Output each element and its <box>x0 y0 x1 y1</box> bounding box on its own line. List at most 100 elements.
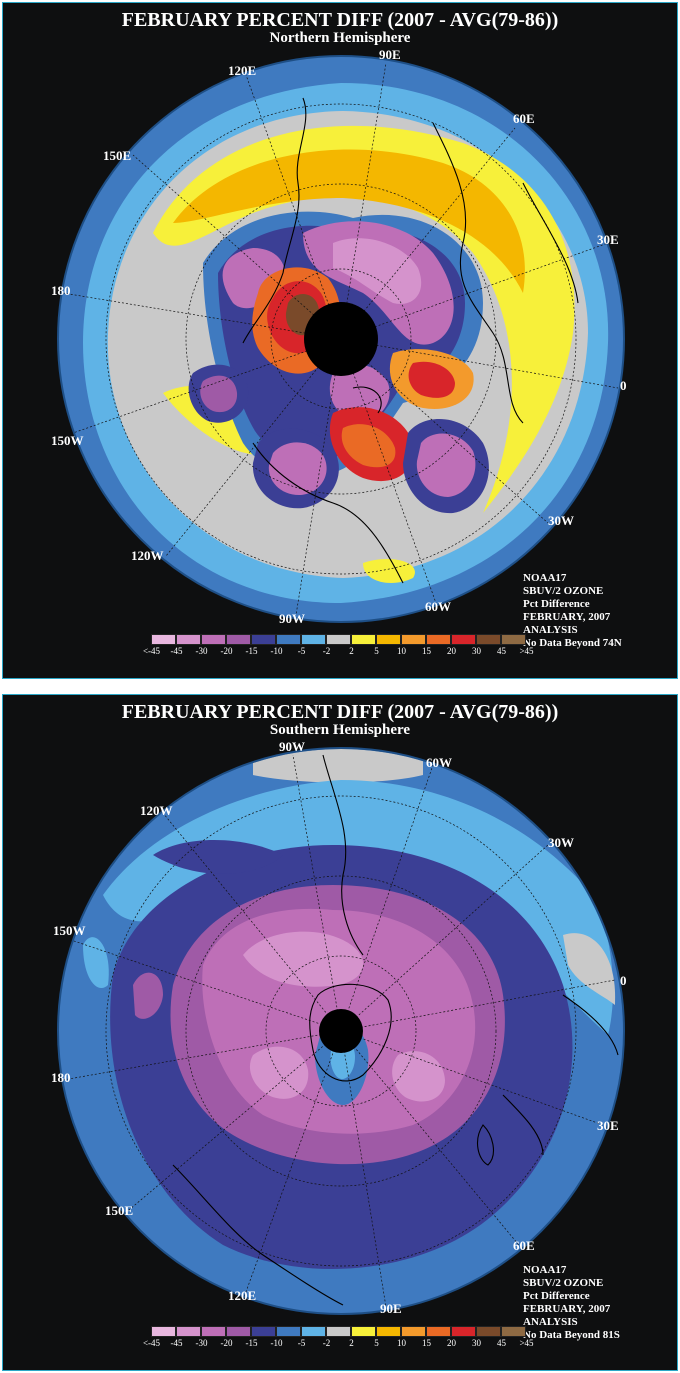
legend-swatch <box>276 1326 301 1337</box>
south-lon-90w: 90W <box>279 739 305 754</box>
north-lon-60e: 60E <box>513 111 535 126</box>
legend-swatch <box>326 634 351 645</box>
south-info-line: FEBRUARY, 2007 <box>523 1303 611 1315</box>
legend-label: 30 <box>472 646 481 656</box>
north-info-line: ANALYSIS <box>523 624 578 636</box>
north-info-line: NOAA17 <box>523 572 567 584</box>
legend-label: 45 <box>497 1338 506 1348</box>
legend-swatch <box>501 1326 526 1337</box>
legend-label: 2 <box>349 646 354 656</box>
legend-label: -2 <box>322 646 331 656</box>
legend-swatch <box>426 1326 451 1337</box>
legend-label: >45 <box>519 1338 534 1348</box>
legend-label: 15 <box>422 646 431 656</box>
south-lon-150e: 150E <box>105 1203 134 1218</box>
legend-label: -2 <box>322 1338 331 1348</box>
south-info-line: No Data Beyond 81S <box>523 1329 620 1341</box>
south-lon-180: 180 <box>51 1070 71 1085</box>
legend-label: 10 <box>397 646 406 656</box>
south-lon-150w: 150W <box>53 923 86 938</box>
legend-label: -5 <box>297 646 306 656</box>
legend-label: -15 <box>245 646 258 656</box>
legend-label: 45 <box>497 646 506 656</box>
north-info-line: SBUV/2 OZONE <box>523 585 604 597</box>
legend-label: 5 <box>374 646 379 656</box>
legend-swatch <box>176 1326 201 1337</box>
legend-label: <-45 <box>142 1338 161 1348</box>
north-lon-90e: 90E <box>379 47 401 62</box>
south-info-line: NOAA17 <box>523 1264 567 1276</box>
south-info-block: NOAA17 SBUV/2 OZONE Pct Difference FEBRU… <box>523 1264 663 1342</box>
north-lon-180: 180 <box>51 283 71 298</box>
south-title: FEBRUARY PERCENT DIFF (2007 - AVG(79-86)… <box>121 701 559 723</box>
north-info-line: FEBRUARY, 2007 <box>523 611 611 623</box>
south-lon-30w: 30W <box>548 835 574 850</box>
legend-swatch <box>351 1326 376 1337</box>
south-lon-60w: 60W <box>426 755 452 770</box>
legend-swatch <box>401 634 426 645</box>
legend-swatch <box>451 1326 476 1337</box>
legend-label: -20 <box>220 1338 233 1348</box>
legend-swatch <box>226 1326 251 1337</box>
legend-swatch <box>426 634 451 645</box>
legend-label: -5 <box>297 1338 306 1348</box>
south-info-line: ANALYSIS <box>523 1316 578 1328</box>
south-info-line: Pct Difference <box>523 1290 590 1302</box>
north-title: FEBRUARY PERCENT DIFF (2007 - AVG(79-86)… <box>121 9 559 31</box>
north-lon-120w: 120W <box>131 548 164 563</box>
north-info-line: Pct Difference <box>523 598 590 610</box>
south-lon-30e: 30E <box>597 1118 619 1133</box>
legend-label: -20 <box>220 646 233 656</box>
legend-swatch <box>201 1326 226 1337</box>
legend-swatch <box>401 1326 426 1337</box>
south-map-panel: FEBRUARY PERCENT DIFF (2007 - AVG(79-86)… <box>2 694 678 1371</box>
legend-label: 15 <box>422 1338 431 1348</box>
legend-swatch <box>226 634 251 645</box>
legend-swatch <box>476 1326 501 1337</box>
legend-label: -45 <box>170 646 183 656</box>
legend-swatch <box>201 634 226 645</box>
legend-swatch <box>501 634 526 645</box>
legend-label: -10 <box>270 646 283 656</box>
north-lon-0: 0 <box>620 378 627 393</box>
legend-swatch <box>451 634 476 645</box>
legend-swatch <box>351 634 376 645</box>
legend-swatch <box>176 634 201 645</box>
legend-label: -45 <box>170 1338 183 1348</box>
legend-label: -15 <box>245 1338 258 1348</box>
legend-swatch <box>326 1326 351 1337</box>
south-lon-0: 0 <box>620 973 627 988</box>
south-pole-no-data-disk <box>319 1009 363 1053</box>
south-lon-90e: 90E <box>380 1301 402 1316</box>
legend-swatch <box>151 634 176 645</box>
south-hemisphere-map <box>57 747 625 1315</box>
legend-label: 5 <box>374 1338 379 1348</box>
legend-label: -30 <box>195 646 208 656</box>
south-lon-120w: 120W <box>140 803 173 818</box>
north-lon-120e: 120E <box>228 63 257 78</box>
south-color-legend: <-45 -45 -30 -20 -15 -10 -5 -2 2 5 10 15 20 30 45 >45 <box>143 1326 545 1356</box>
south-lon-120e: 120E <box>228 1288 257 1303</box>
legend-label: 30 <box>472 1338 481 1348</box>
legend-label: >45 <box>519 646 534 656</box>
north-hemisphere-map <box>57 55 625 623</box>
legend-swatch <box>276 634 301 645</box>
legend-swatch <box>476 634 501 645</box>
north-lon-30e: 30E <box>597 232 619 247</box>
legend-label: -30 <box>195 1338 208 1348</box>
north-info-block: NOAA17 SBUV/2 OZONE Pct Difference FEBRU… <box>523 572 663 650</box>
north-pole-no-data-disk <box>304 302 378 376</box>
north-lon-150w: 150W <box>51 433 84 448</box>
legend-label: 20 <box>447 646 456 656</box>
north-lon-150e: 150E <box>103 148 132 163</box>
legend-label: <-45 <box>142 646 161 656</box>
legend-swatch <box>301 1326 326 1337</box>
north-lon-90w: 90W <box>279 611 305 626</box>
north-color-legend: <-45 -45 -30 -20 -15 -10 -5 -2 2 5 10 15 20 30 45 >45 <box>143 634 545 664</box>
south-info-line: SBUV/2 OZONE <box>523 1277 604 1289</box>
legend-label: 20 <box>447 1338 456 1348</box>
legend-label: 2 <box>349 1338 354 1348</box>
legend-swatch <box>151 1326 176 1337</box>
north-lon-30w: 30W <box>548 513 574 528</box>
south-lon-60e: 60E <box>513 1238 535 1253</box>
